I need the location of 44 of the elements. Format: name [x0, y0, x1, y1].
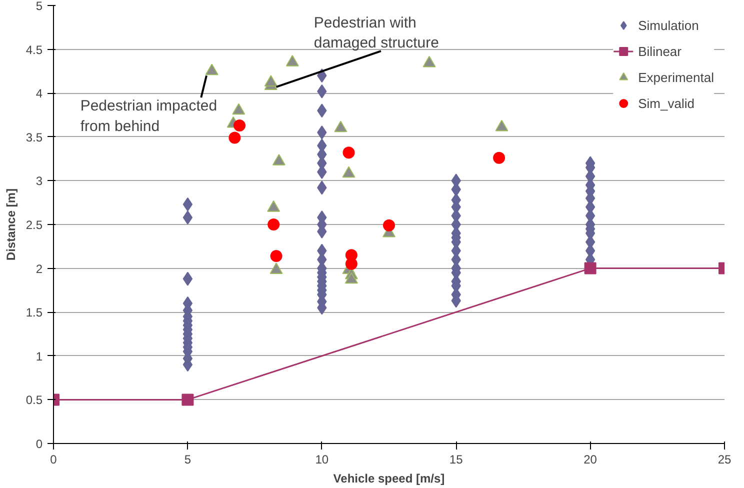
point: [267, 200, 280, 212]
y-tick-label: 4.5: [26, 42, 43, 57]
y-tick-label: 5: [36, 0, 43, 13]
x-tick-label: 20: [584, 452, 598, 466]
point: [334, 120, 348, 132]
annotation: Pedestrian impacted from behind: [80, 97, 218, 135]
x-tick-label: 10: [315, 452, 329, 466]
point: [232, 103, 246, 115]
point: [272, 154, 286, 166]
legend-label: Simulation: [638, 18, 699, 32]
x-tick-label: 5: [184, 452, 192, 466]
point: [264, 75, 278, 87]
point: [383, 219, 395, 232]
point: [286, 55, 299, 66]
x-tick-label: 0: [50, 452, 58, 466]
point: [344, 272, 358, 284]
y-tick-label: 3: [36, 174, 43, 188]
point: [342, 146, 355, 159]
legend-label: Sim_valid: [638, 96, 694, 110]
legend-label: Experimental: [638, 70, 714, 84]
y-tick-label: 1.5: [26, 306, 43, 320]
y-tick-label: 0.5: [26, 393, 43, 408]
point: [205, 64, 218, 76]
point: [495, 120, 508, 132]
y-tick-label: 1: [36, 349, 43, 364]
y-axis-title: Distance [m]: [4, 188, 18, 261]
y-tick-label: 4: [36, 86, 43, 101]
y-tick-label: 0: [36, 437, 43, 451]
point: [270, 250, 282, 262]
point: [268, 218, 280, 230]
y-tick-label: 3.5: [26, 130, 43, 144]
point: [342, 166, 356, 178]
x-axis-title: Vehicle speed [m/s]: [333, 472, 445, 486]
x-tick-label: 25: [718, 452, 732, 466]
point: [422, 56, 436, 68]
x-tick-label: 15: [449, 452, 464, 466]
y-tick-label: 2: [36, 262, 43, 276]
point: [228, 132, 241, 144]
point: [493, 152, 506, 164]
legend-label: Bilinear: [638, 44, 682, 58]
annotation: Pedestrian with damaged structure: [314, 14, 439, 52]
point: [234, 120, 246, 132]
point: [270, 262, 283, 274]
y-tick-label: 2.5: [26, 218, 43, 232]
